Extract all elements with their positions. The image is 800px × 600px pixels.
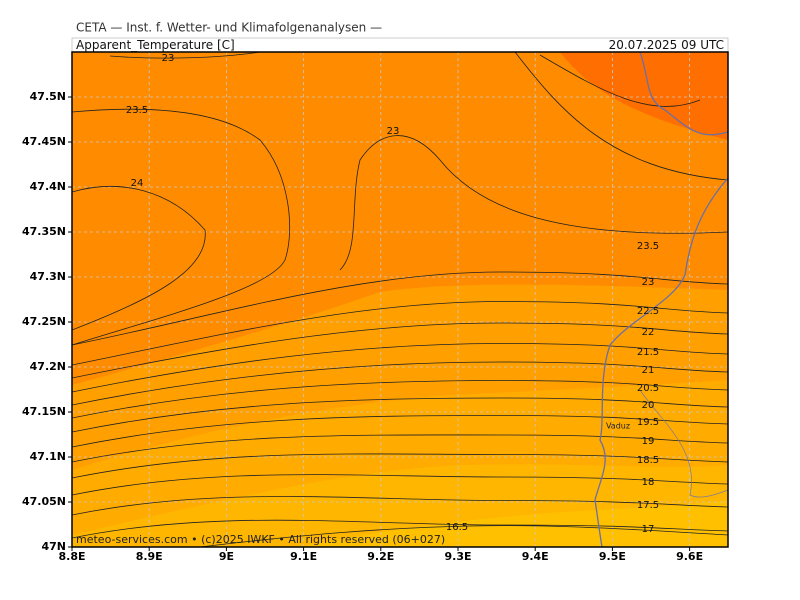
x-tick-label: 9.1E <box>290 550 317 563</box>
contour-label: 22.5 <box>637 306 659 317</box>
contour-line <box>72 186 206 331</box>
contour-line <box>72 322 728 379</box>
x-tick-label: 9.3E <box>444 550 471 563</box>
y-tick-label: 47.1N <box>30 450 66 463</box>
contour-label: 23 <box>162 53 175 64</box>
contour-line <box>72 496 728 516</box>
contours <box>72 52 728 547</box>
contour-line <box>72 271 728 346</box>
field-band <box>560 52 728 140</box>
contour-label: 20 <box>642 400 655 411</box>
contour-line <box>339 135 728 271</box>
date-title: 20.07.2025 09 UTC <box>609 38 724 52</box>
x-tick-label: 9.2E <box>367 550 394 563</box>
contour-line <box>72 519 728 539</box>
contour-line <box>72 361 728 406</box>
contour-line <box>72 453 728 479</box>
y-tick-label: 47.4N <box>30 180 66 193</box>
y-tick-label: 47.25N <box>22 315 66 328</box>
contour-label: 17.5 <box>637 500 659 511</box>
y-tick-label: 47.3N <box>30 270 66 283</box>
contour-line <box>199 525 728 547</box>
contour-label: 18 <box>642 477 655 488</box>
place-label: Vaduz <box>606 422 630 431</box>
x-tick-label: 8.9E <box>136 550 163 563</box>
contour-line <box>72 380 728 419</box>
x-tick-label: 9.5E <box>599 550 626 563</box>
contour-label: 23.5 <box>126 105 148 116</box>
contour-line <box>514 52 728 181</box>
x-tick-label: 9.6E <box>676 550 703 563</box>
contour-label: 23.5 <box>637 241 659 252</box>
y-tick-label: 47.2N <box>30 360 66 373</box>
contour-label: 18.5 <box>637 455 659 466</box>
variable-title: Apparent_Temperature [C] <box>76 38 235 52</box>
contour-label: 17 <box>642 524 655 535</box>
contour-line <box>72 474 728 496</box>
border <box>639 52 728 136</box>
contour-line <box>109 52 261 59</box>
contour-line <box>72 301 728 366</box>
border <box>639 389 728 498</box>
contour-label: 21.5 <box>637 347 659 358</box>
map-area: 23 23.5 24 23 23.5 23 22.5 22 21.5 21 20.5 20 19.5 19… <box>72 52 728 547</box>
y-tick-label: 47.45N <box>22 135 66 148</box>
y-tick-label: 47.15N <box>22 405 66 418</box>
contour-line <box>539 54 701 107</box>
contour-label: 23 <box>387 126 400 137</box>
contour-line <box>72 108 291 346</box>
contour-line <box>72 343 728 393</box>
x-tick-label: 9E <box>219 550 234 563</box>
x-tick-label: 8.8E <box>58 550 85 563</box>
grid <box>72 52 728 547</box>
contour-label: 19 <box>642 436 655 447</box>
contour-line <box>72 415 728 448</box>
source-title: CETA — Inst. f. Wetter- und Klimafolgena… <box>76 21 382 35</box>
contour-label: 23 <box>642 277 655 288</box>
footer: meteo-services.com • (c)2025 IWKF • All … <box>76 533 445 546</box>
contour-label: 21 <box>642 365 655 376</box>
y-tick-label: 47.5N <box>30 90 66 103</box>
contour-label: 16.5 <box>446 522 468 533</box>
contour-label: 19.5 <box>637 417 659 428</box>
contour-label: 24 <box>131 178 144 189</box>
contour-line <box>72 434 728 463</box>
border <box>594 177 728 547</box>
y-tick-label: 47.05N <box>22 495 66 508</box>
x-tick-label: 9.4E <box>522 550 549 563</box>
field-band <box>300 500 728 547</box>
contour-label: 22 <box>642 327 655 338</box>
contour-label: 20.5 <box>637 383 659 394</box>
y-tick-label: 47N <box>41 540 66 553</box>
y-tick-label: 47.35N <box>22 225 66 238</box>
frame <box>71 51 729 548</box>
contour-line <box>72 397 728 433</box>
